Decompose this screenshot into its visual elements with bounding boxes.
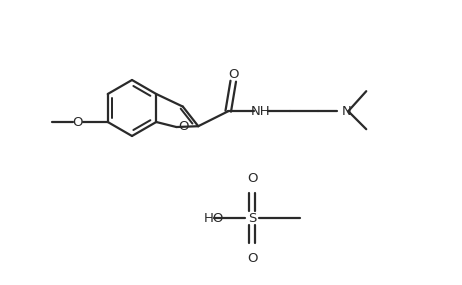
Text: O: O (247, 251, 257, 264)
Text: O: O (178, 119, 188, 133)
Text: N: N (342, 105, 352, 118)
Text: O: O (73, 115, 83, 129)
Text: O: O (247, 172, 257, 184)
Text: NH: NH (250, 105, 270, 118)
Text: HO: HO (204, 211, 225, 225)
Text: O: O (228, 68, 238, 81)
Text: S: S (248, 211, 256, 225)
